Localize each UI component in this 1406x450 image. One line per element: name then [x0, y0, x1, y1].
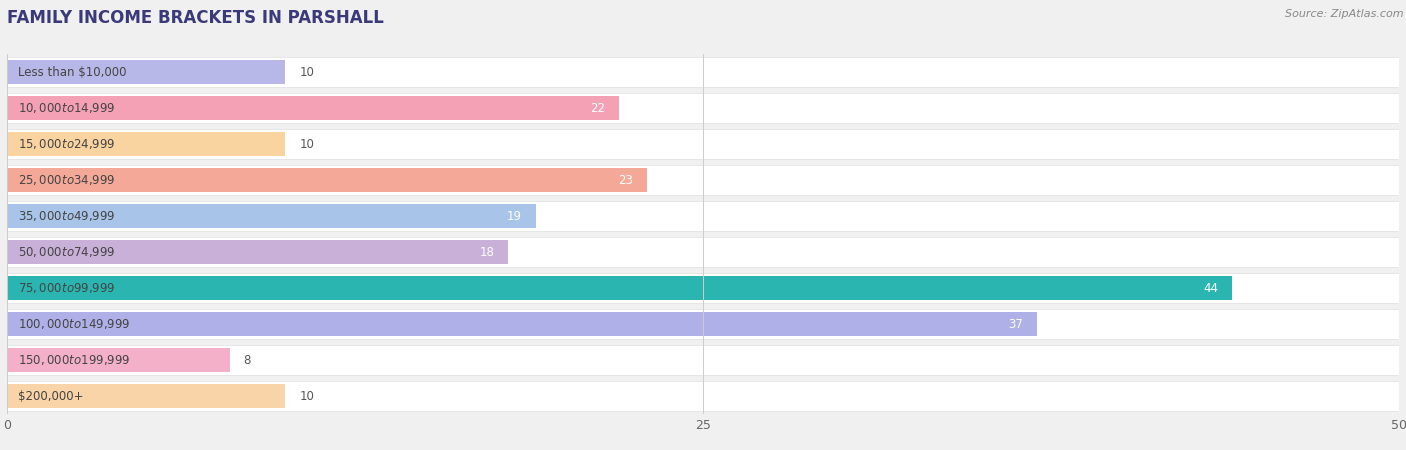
Text: Less than $10,000: Less than $10,000: [18, 66, 127, 78]
Text: Source: ZipAtlas.com: Source: ZipAtlas.com: [1285, 9, 1403, 19]
Bar: [7, 132, 285, 156]
Bar: [7, 165, 1399, 195]
Bar: [7, 309, 1399, 339]
Text: $200,000+: $200,000+: [18, 390, 84, 402]
Bar: [7, 384, 285, 408]
Text: 37: 37: [1008, 318, 1024, 330]
Text: 22: 22: [591, 102, 606, 114]
Bar: [7, 60, 285, 84]
Bar: [7, 273, 1399, 303]
Text: 18: 18: [479, 246, 495, 258]
Bar: [7, 345, 1399, 375]
Text: 8: 8: [243, 354, 252, 366]
Bar: [7, 57, 1399, 87]
Bar: [7, 240, 508, 264]
Text: 19: 19: [508, 210, 522, 222]
Text: $10,000 to $14,999: $10,000 to $14,999: [18, 101, 115, 115]
Bar: [7, 96, 620, 120]
Text: 10: 10: [299, 390, 314, 402]
Text: $75,000 to $99,999: $75,000 to $99,999: [18, 281, 115, 295]
Bar: [7, 312, 1038, 336]
Bar: [7, 381, 1399, 411]
Bar: [7, 93, 1399, 123]
Bar: [7, 348, 229, 372]
Bar: [7, 201, 1399, 231]
Text: 23: 23: [619, 174, 633, 186]
Text: 44: 44: [1204, 282, 1218, 294]
Bar: [7, 168, 647, 192]
Text: 10: 10: [299, 138, 314, 150]
Bar: [7, 129, 1399, 159]
Text: $35,000 to $49,999: $35,000 to $49,999: [18, 209, 115, 223]
Text: $15,000 to $24,999: $15,000 to $24,999: [18, 137, 115, 151]
Text: $25,000 to $34,999: $25,000 to $34,999: [18, 173, 115, 187]
Text: $100,000 to $149,999: $100,000 to $149,999: [18, 317, 131, 331]
Bar: [7, 237, 1399, 267]
Text: 10: 10: [299, 66, 314, 78]
Text: $150,000 to $199,999: $150,000 to $199,999: [18, 353, 131, 367]
Bar: [7, 276, 1232, 300]
Text: $50,000 to $74,999: $50,000 to $74,999: [18, 245, 115, 259]
Text: FAMILY INCOME BRACKETS IN PARSHALL: FAMILY INCOME BRACKETS IN PARSHALL: [7, 9, 384, 27]
Bar: [7, 204, 536, 228]
